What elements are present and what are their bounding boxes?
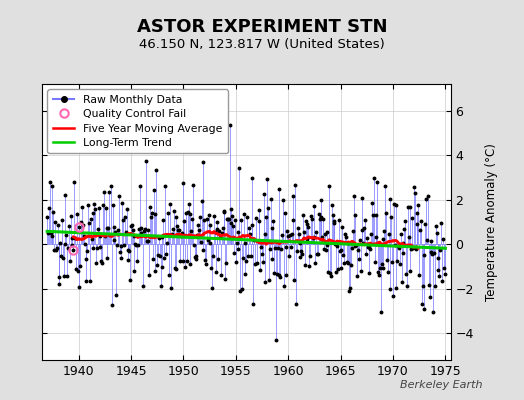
Text: Berkeley Earth: Berkeley Earth [400, 380, 482, 390]
Legend: Raw Monthly Data, Quality Control Fail, Five Year Moving Average, Long-Term Tren: Raw Monthly Data, Quality Control Fail, … [47, 90, 228, 153]
Y-axis label: Temperature Anomaly (°C): Temperature Anomaly (°C) [485, 143, 498, 301]
Text: ASTOR EXPERIMENT STN: ASTOR EXPERIMENT STN [137, 18, 387, 36]
Text: 46.150 N, 123.817 W (United States): 46.150 N, 123.817 W (United States) [139, 38, 385, 51]
